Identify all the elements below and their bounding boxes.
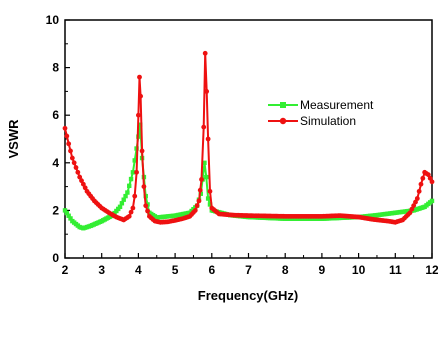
measurement-point — [205, 196, 211, 201]
measurement-point — [121, 197, 126, 202]
simulation-point — [68, 148, 73, 154]
measurement-point — [132, 158, 137, 163]
simulation-point — [407, 210, 413, 216]
y-tick-label: 6 — [52, 108, 59, 122]
simulation-point — [145, 208, 150, 214]
legend: Measurement Simulation — [262, 91, 388, 133]
measurement-point — [202, 160, 207, 165]
simulation-point — [418, 181, 424, 187]
measurement-point — [117, 204, 123, 210]
simulation-point — [416, 188, 422, 194]
simulation-point — [141, 184, 147, 190]
simulation-point — [414, 196, 420, 201]
simulation-point — [137, 74, 142, 80]
y-tick-label: 10 — [46, 13, 60, 27]
simulation-point — [411, 203, 417, 209]
simulation-point — [420, 175, 426, 181]
simulation-point — [128, 209, 134, 215]
plot-area-frame — [64, 19, 433, 259]
measurement-point — [127, 183, 132, 189]
measurement-point — [66, 213, 71, 218]
x-tick-label: 3 — [98, 263, 105, 277]
simulation-line — [64, 53, 433, 224]
measurement-point — [119, 201, 125, 206]
measurement-point — [68, 216, 73, 221]
simulation-point — [197, 187, 203, 193]
measurement-point — [62, 208, 68, 213]
simulation-point — [409, 206, 415, 212]
simulation-point — [79, 178, 84, 184]
measurement-point — [64, 210, 70, 216]
simulation-point — [64, 133, 70, 139]
measurement-point — [138, 122, 143, 127]
x-tick-label: 4 — [135, 263, 142, 277]
x-tick-label: 10 — [352, 263, 366, 277]
simulation-point — [126, 213, 132, 219]
simulation-point — [205, 136, 211, 142]
simulation-point — [194, 203, 200, 209]
simulation-point — [207, 188, 213, 194]
measurement-point — [123, 193, 128, 199]
y-tick-label: 8 — [52, 61, 59, 75]
simulation-point — [66, 141, 72, 147]
simulation-point — [71, 160, 77, 166]
measurement-point — [130, 170, 136, 175]
simulation-point — [139, 148, 145, 154]
simulation-point — [425, 172, 431, 178]
legend-background — [262, 91, 388, 133]
x-tick-label: 5 — [172, 263, 179, 277]
simulation-point — [82, 185, 88, 191]
simulation-series — [62, 50, 435, 225]
simulation-point — [136, 112, 141, 118]
simulation-point — [138, 93, 144, 99]
measurement-legend-marker — [280, 102, 286, 108]
x-tick-label: 12 — [425, 263, 438, 277]
simulation-point — [69, 155, 75, 161]
y-axis-title: VSWR — [6, 119, 21, 159]
measurement-point — [128, 176, 134, 182]
simulation-point — [132, 193, 138, 199]
y-tick-label: 0 — [52, 251, 59, 265]
x-tick-label: 11 — [389, 263, 402, 277]
simulation-point — [77, 174, 83, 180]
simulation-point — [80, 181, 86, 187]
simulation-point — [413, 199, 418, 205]
measurement-point — [429, 198, 435, 204]
x-tick-label: 7 — [245, 263, 252, 277]
y-tick-label: 2 — [52, 203, 59, 217]
measurement-point — [204, 174, 209, 180]
measurement-point — [125, 190, 130, 195]
simulation-legend-label: Simulation — [300, 114, 356, 128]
simulation-point — [134, 169, 139, 175]
simulation-point — [192, 208, 198, 213]
x-tick-label: 2 — [62, 263, 69, 277]
x-tick-label: 8 — [282, 263, 289, 277]
simulation-point — [202, 50, 208, 56]
measurement-legend-label: Measurement — [300, 98, 374, 112]
measurement-point — [207, 202, 213, 207]
x-tick-label: 9 — [319, 263, 326, 277]
simulation-point — [62, 125, 68, 131]
simulation-point — [73, 165, 79, 170]
simulation-point — [196, 198, 202, 204]
simulation-point — [201, 124, 207, 130]
series-layer — [62, 50, 435, 231]
x-axis-title: Frequency(GHz) — [198, 288, 298, 303]
simulation-point — [427, 175, 433, 181]
x-tick-label: 6 — [208, 263, 215, 277]
simulation-point — [75, 169, 81, 175]
simulation-point — [429, 179, 435, 185]
y-tick-label: 4 — [52, 156, 59, 170]
simulation-point — [204, 89, 210, 94]
simulation-point — [199, 177, 204, 182]
simulation-point — [143, 203, 149, 209]
simulation-legend-marker — [279, 117, 287, 125]
simulation-point — [130, 205, 136, 211]
